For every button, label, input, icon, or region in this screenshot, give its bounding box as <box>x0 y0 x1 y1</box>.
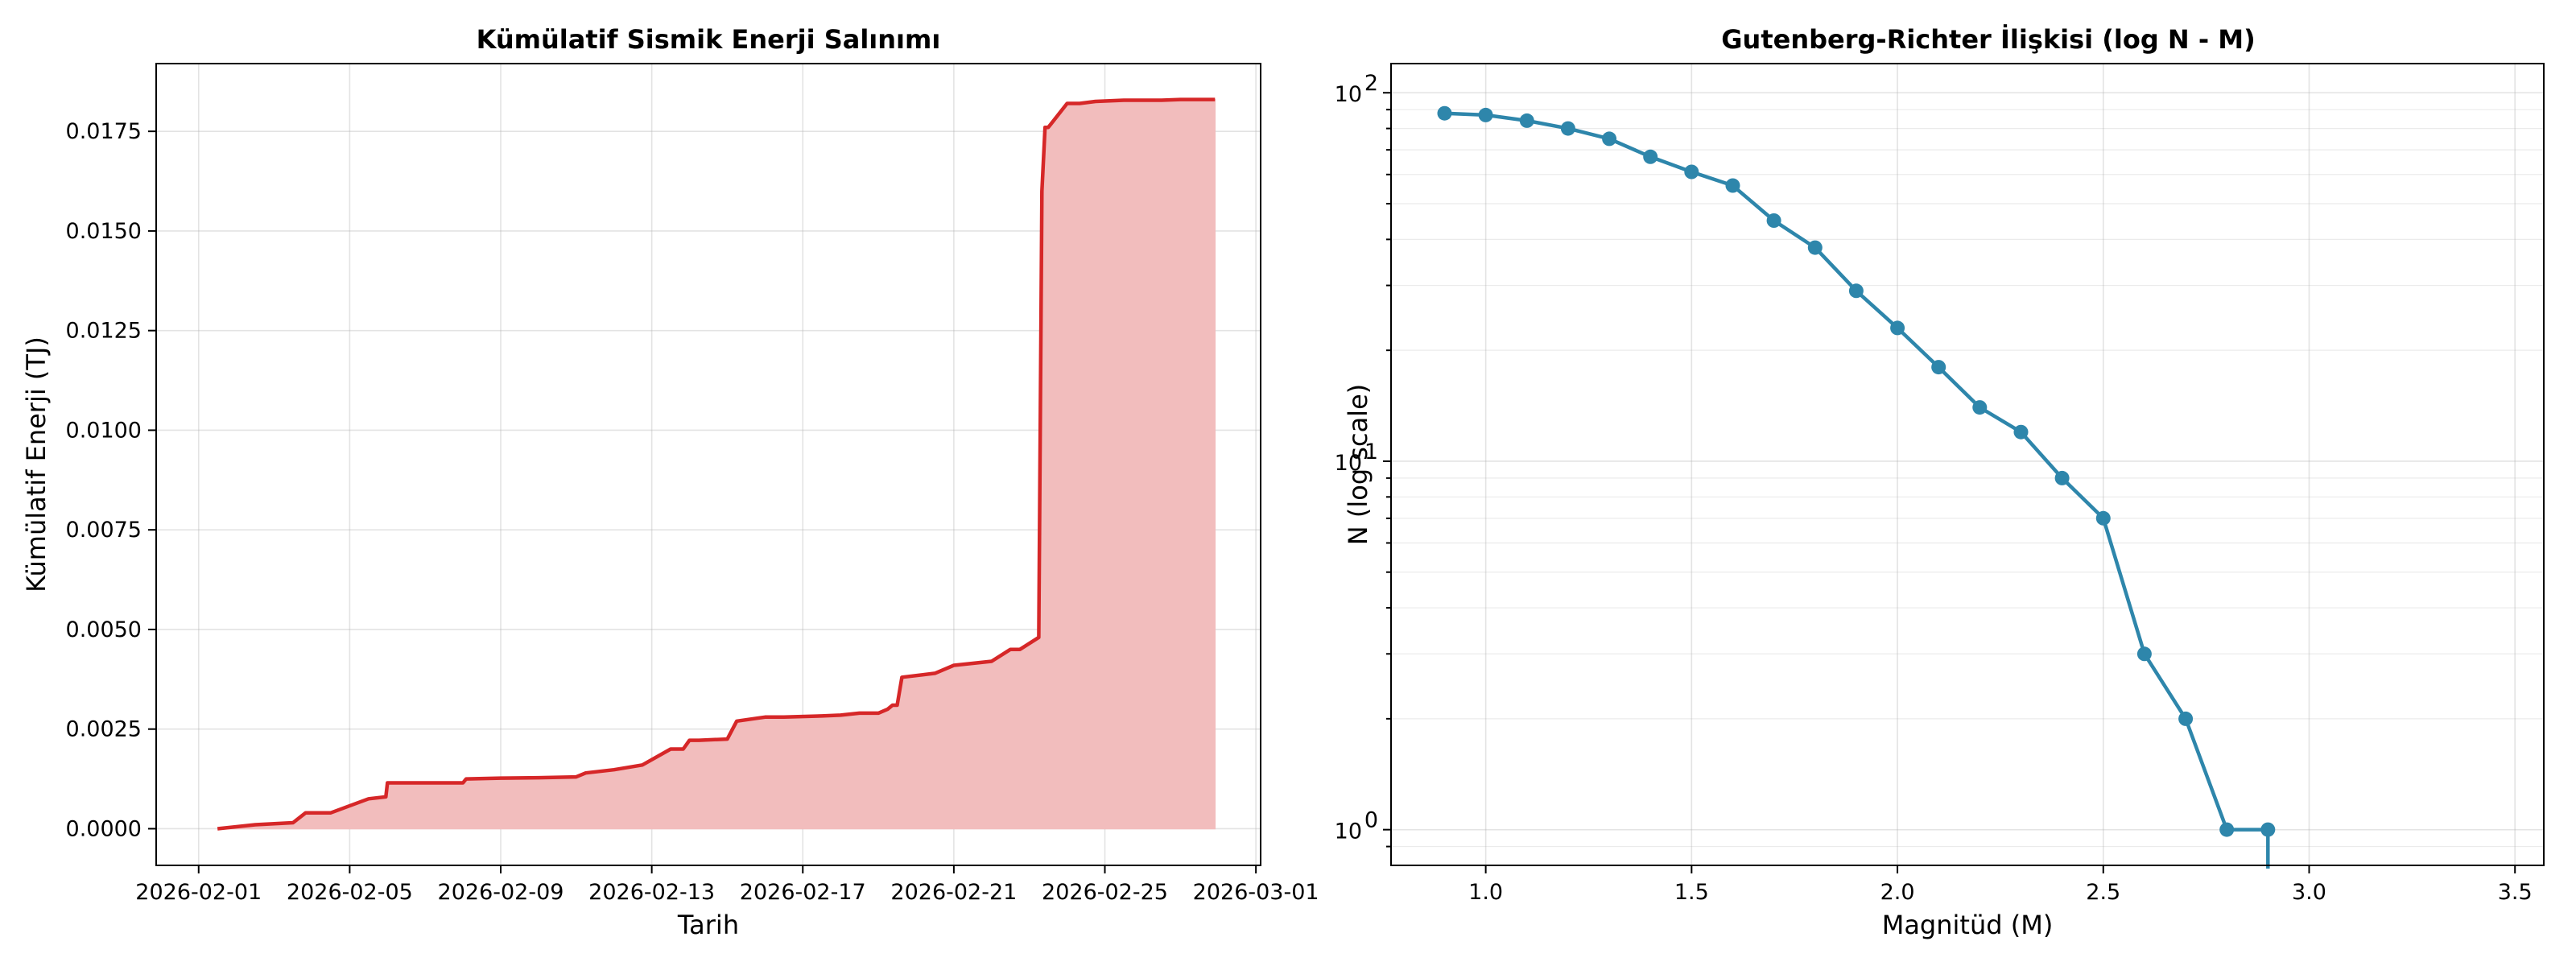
gr-y-tick-label: 10 <box>1335 82 1362 107</box>
gr-data-point <box>1560 121 1575 136</box>
gr-data-point <box>2178 711 2194 726</box>
energy-y-tick-label: 0.0025 <box>66 717 142 742</box>
gr-plot-frame <box>1390 63 2545 866</box>
energy-y-tick-label: 0.0175 <box>66 119 142 144</box>
gr-data-point <box>1848 283 1864 299</box>
gr-grid <box>1391 64 2544 865</box>
energy-x-tick-label: 2026-02-09 <box>438 880 564 905</box>
energy-x-tick-label: 2026-02-21 <box>890 880 1017 905</box>
gr-x-tick-label: 3.0 <box>2292 880 2326 905</box>
gr-data-point <box>1684 164 1699 180</box>
gr-data-point <box>1931 360 1946 375</box>
gr-data-point <box>1890 320 1905 336</box>
gr-x-tick-label: 3.5 <box>2498 880 2533 905</box>
gr-data-point <box>1519 113 1534 128</box>
energy-y-tick-label: 0.0000 <box>66 816 142 841</box>
energy-x-axis-label: Tarih <box>677 910 739 940</box>
gr-x-tick-label: 1.5 <box>1674 880 1709 905</box>
gr-y-tick-exponent: 2 <box>1364 71 1378 96</box>
gr-data-point <box>1643 149 1658 164</box>
gr-data-point <box>2136 646 2152 662</box>
energy-y-axis-label: Kümülatif Enerji (TJ) <box>21 336 52 592</box>
gr-x-axis-label: Magnitüd (M) <box>1882 910 2054 940</box>
gr-data-point <box>1725 178 1740 193</box>
gr-data-point <box>1807 240 1823 255</box>
gr-y-tick-exponent: 0 <box>1364 808 1378 833</box>
gr-data-point <box>1602 131 1617 147</box>
gr-data-point <box>1478 107 1493 122</box>
energy-chart: Kümülatif Sismik Enerji Salınımı 2026-02… <box>21 24 1319 940</box>
energy-y-tick-label: 0.0150 <box>66 219 142 244</box>
gr-x-tick-label: 1.0 <box>1468 880 1503 905</box>
gr-data-point <box>1766 213 1781 228</box>
gr-y-tick-label: 10 <box>1335 819 1362 844</box>
gr-data-point <box>2013 424 2029 440</box>
gr-x-tick-label: 2.5 <box>2086 880 2120 905</box>
energy-y-tick-label: 0.0125 <box>66 319 142 344</box>
gr-data-point <box>2095 510 2111 526</box>
gr-y-tick-label: 10 <box>1335 451 1362 476</box>
energy-x-tick-label: 2026-02-25 <box>1042 880 1168 905</box>
energy-y-tick-label: 0.0100 <box>66 418 142 443</box>
gr-data-point <box>2260 822 2276 837</box>
gr-x-tick-label: 2.0 <box>1880 880 1915 905</box>
gr-y-axis-label: N (log scale) <box>1343 384 1373 545</box>
gr-y-tick-exponent: 1 <box>1364 440 1378 464</box>
energy-y-tick-label: 0.0050 <box>66 617 142 642</box>
gr-data-point <box>1437 105 1452 121</box>
gutenberg-richter-chart: Gutenberg-Richter İlişkisi (log N - M) 1… <box>1335 24 2545 940</box>
energy-y-tick-label: 0.0075 <box>66 518 142 543</box>
energy-line <box>217 97 1216 831</box>
gr-chart-title: Gutenberg-Richter İlişkisi (log N - M) <box>1721 24 2255 55</box>
gr-data-point <box>2219 822 2235 837</box>
gr-data-point <box>1972 400 1988 415</box>
energy-chart-title: Kümülatif Sismik Enerji Salınımı <box>477 24 941 55</box>
energy-x-tick-label: 2026-02-13 <box>588 880 715 905</box>
energy-x-tick-label: 2026-02-01 <box>135 880 262 905</box>
gr-series <box>1437 105 2276 869</box>
energy-x-tick-label: 2026-03-01 <box>1193 880 1319 905</box>
energy-ticks: 2026-02-01 2026-02-05 2026-02-09 2026-02-13… <box>66 119 1319 905</box>
energy-x-tick-label: 2026-02-17 <box>740 880 866 905</box>
energy-x-tick-label: 2026-02-05 <box>287 880 413 905</box>
gr-series-line <box>1444 111 2270 869</box>
energy-plot-frame <box>155 63 1261 866</box>
gr-data-point <box>2054 470 2070 485</box>
